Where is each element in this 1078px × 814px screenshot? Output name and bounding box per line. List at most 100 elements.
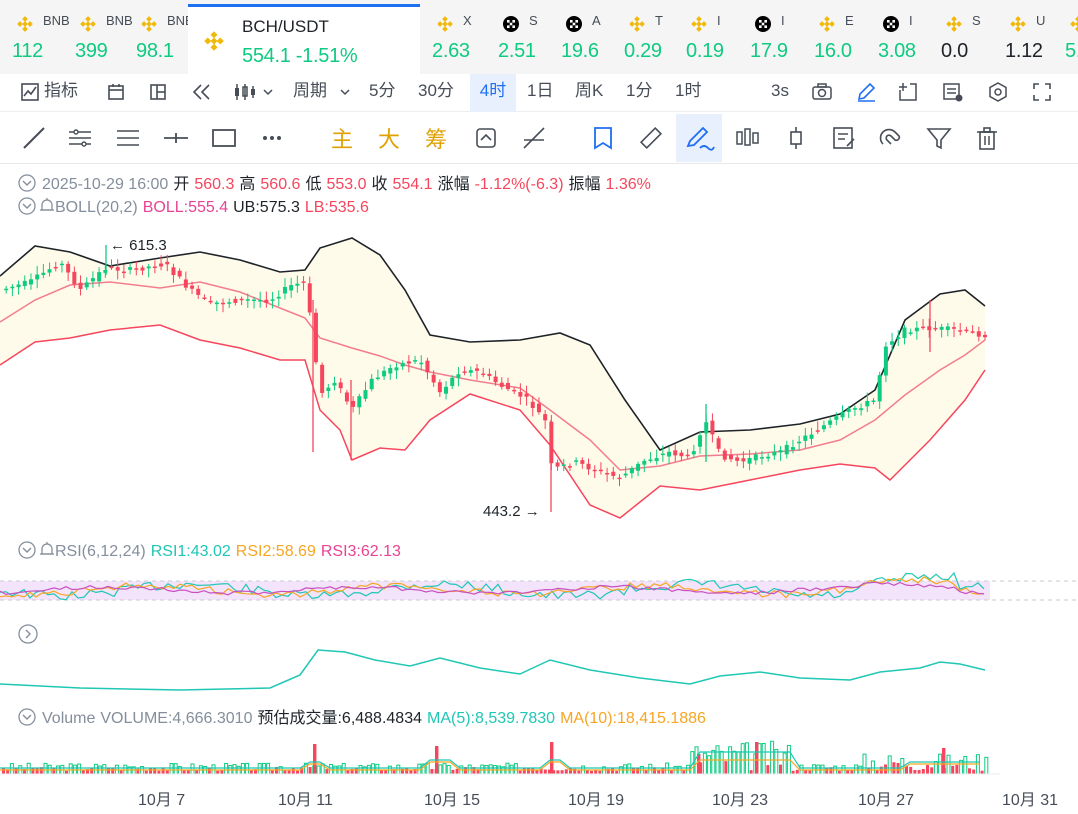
- candle-body: [183, 279, 188, 288]
- ticker-item[interactable]: T 0.29: [612, 0, 674, 74]
- ticker-price: 16.0: [814, 40, 852, 62]
- candle-body: [970, 331, 975, 333]
- collapse-icon[interactable]: [18, 708, 36, 726]
- candles-icon[interactable]: [734, 124, 762, 152]
- candle-body: [505, 382, 510, 390]
- ticker-item[interactable]: I 17.9: [738, 0, 800, 74]
- volume-bar: [161, 767, 165, 774]
- ticker-item[interactable]: B5.: [1053, 0, 1078, 74]
- ticker-item[interactable]: S 2.51: [486, 0, 548, 74]
- settings-icon[interactable]: [988, 82, 1008, 102]
- brush-icon[interactable]: [676, 114, 722, 162]
- parallel-lines-icon[interactable]: [66, 124, 94, 152]
- candle-type-icon[interactable]: [233, 82, 257, 102]
- interval-4h[interactable]: 4时: [470, 74, 516, 112]
- ticker-item[interactable]: S 0.0: [929, 0, 991, 74]
- interval-1d[interactable]: 1日: [527, 81, 554, 100]
- ticker-item[interactable]: U 1.12: [993, 0, 1051, 74]
- filter-icon[interactable]: [925, 124, 953, 152]
- volume-bar: [825, 767, 829, 774]
- interval-1w[interactable]: 周K: [575, 81, 604, 100]
- candle-body: [35, 274, 40, 280]
- ticker-item[interactable]: X 2.63: [420, 0, 485, 74]
- price-chart[interactable]: ← 615.3 443.2 →: [0, 164, 1078, 784]
- candle-body: [555, 462, 560, 467]
- interval-1h[interactable]: 1时: [675, 81, 702, 100]
- volume-bar: [522, 767, 526, 774]
- sync-icon[interactable]: [472, 124, 500, 152]
- layout-icon[interactable]: [148, 82, 168, 102]
- refresh-interval[interactable]: 3s: [771, 81, 789, 100]
- chevron-down-icon[interactable]: [339, 87, 351, 97]
- ticker-item[interactable]: E 16.0: [802, 0, 864, 74]
- ticker-price: 2.63: [432, 40, 470, 62]
- big-order-button[interactable]: 大: [378, 128, 401, 153]
- ticker-item[interactable]: A 19.6: [549, 0, 611, 74]
- bell-icon[interactable]: [39, 541, 55, 559]
- volume-bar: [93, 763, 98, 775]
- template-icon[interactable]: [942, 82, 964, 102]
- collapse-icon[interactable]: [18, 174, 36, 192]
- candle-body: [685, 454, 690, 457]
- volume-bar: [791, 770, 795, 774]
- candle-body: [419, 362, 424, 365]
- change-label: 涨幅: [437, 176, 470, 193]
- pencil-icon[interactable]: [855, 82, 877, 102]
- ticker-name: X: [463, 13, 472, 28]
- expand-pane[interactable]: [18, 624, 38, 649]
- chip-distribution-button[interactable]: 筹: [425, 128, 448, 153]
- amplitude-label: 振幅: [568, 176, 601, 193]
- high-value: 560.6: [260, 176, 301, 193]
- candle-body: [22, 280, 27, 286]
- indicator-icon[interactable]: [20, 82, 40, 102]
- candle-body: [115, 267, 120, 271]
- ruler-icon[interactable]: [637, 124, 665, 152]
- ticker-item[interactable]: I 0.19: [674, 0, 736, 74]
- collapse-icon[interactable]: [18, 197, 36, 215]
- rewind-icon[interactable]: [191, 82, 213, 102]
- candle-body: [227, 302, 232, 304]
- more-icon[interactable]: [258, 124, 286, 152]
- candle-body: [369, 378, 374, 390]
- note-icon[interactable]: [830, 124, 858, 152]
- volume-bar: [316, 765, 321, 775]
- candle-single-icon[interactable]: [782, 124, 810, 152]
- indicator-button[interactable]: 指标: [44, 81, 78, 100]
- calendar-icon[interactable]: [106, 82, 126, 102]
- volume-bar: [413, 769, 417, 774]
- line-tool-icon[interactable]: [20, 124, 48, 152]
- channel-icon[interactable]: [114, 124, 142, 152]
- ticker-item[interactable]: BNB 98.1: [124, 0, 194, 74]
- ticker-item[interactable]: I 3.08: [866, 0, 928, 74]
- magnet-icon[interactable]: [877, 124, 905, 152]
- candle-body: [636, 463, 641, 471]
- measure-icon[interactable]: [520, 124, 548, 152]
- period-dropdown[interactable]: 周期: [293, 81, 327, 100]
- bell-icon[interactable]: [39, 197, 55, 215]
- candle-body: [976, 331, 981, 337]
- ticker-item[interactable]: BCH/USDT 554.1 -1.51%: [188, 4, 420, 74]
- bookmark-icon[interactable]: [589, 124, 617, 152]
- fullscreen-icon[interactable]: [1032, 82, 1052, 102]
- horizontal-line-icon[interactable]: [162, 124, 190, 152]
- volume-bar: [216, 770, 220, 774]
- candle-body: [778, 450, 783, 453]
- interval-1m[interactable]: 1分: [626, 81, 653, 100]
- chevron-right-icon[interactable]: [18, 624, 38, 644]
- candle-body: [66, 263, 71, 273]
- interval-30m[interactable]: 30分: [418, 81, 454, 100]
- ticker-item[interactable]: BNB 112: [0, 0, 70, 74]
- rectangle-icon[interactable]: [210, 124, 238, 152]
- volume-bar: [598, 770, 602, 774]
- camera-icon[interactable]: [811, 82, 833, 102]
- main-chart-button[interactable]: 主: [331, 128, 354, 153]
- x-axis-label: 10月 7: [138, 792, 186, 809]
- trash-icon[interactable]: [973, 124, 1001, 152]
- chevron-down-icon[interactable]: [262, 87, 274, 97]
- add-window-icon[interactable]: [898, 82, 918, 102]
- ticker-item[interactable]: BNB 399: [63, 0, 133, 74]
- candle-body: [759, 457, 764, 459]
- interval-5m[interactable]: 5分: [369, 81, 396, 100]
- volume-bar: [169, 763, 174, 775]
- collapse-icon[interactable]: [18, 541, 36, 559]
